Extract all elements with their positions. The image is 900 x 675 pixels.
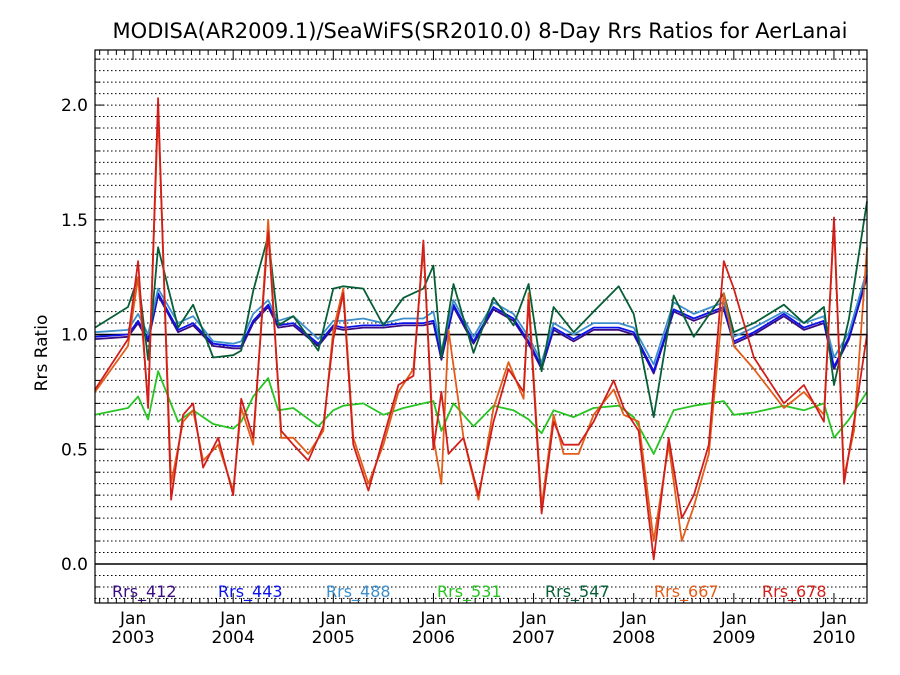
legend-item: Rrs_443 [218, 582, 283, 602]
x-tick-label-month: Jan [620, 609, 647, 629]
x-tick-label-year: 2005 [312, 628, 355, 648]
plot-border [94, 49, 868, 604]
y-ticks: 0.0 0.5 1.0 1.5 2.0 [61, 58, 867, 588]
legend-item: Rrs_667 [654, 582, 719, 602]
x-tick-label-year: 2008 [612, 628, 655, 648]
x-tick-label-month: Jan [519, 609, 546, 629]
x-tick-label-year: 2006 [412, 628, 455, 648]
y-tick-label: 1.0 [61, 326, 88, 346]
x-tick-label-month: Jan [319, 609, 346, 629]
y-tick-label: 2.0 [61, 96, 88, 116]
x-tick-label-month: Jan [419, 609, 446, 629]
legend: Rrs_412 Rrs_443 Rrs_488 Rrs_531 Rrs_547 Rrs_6… [112, 582, 827, 602]
series-line-rrs_547 [94, 201, 868, 419]
y-tick-label: 1.5 [61, 211, 88, 231]
x-tick-label-month: Jan [820, 609, 847, 629]
series-line-rrs_678 [94, 97, 868, 561]
grid [95, 58, 867, 599]
x-tick-label-year: 2009 [712, 628, 755, 648]
y-tick-label: 0.0 [61, 555, 88, 575]
legend-item: Rrs_412 [112, 582, 177, 602]
plot-frame [94, 49, 868, 604]
y-axis-label: Rrs Ratio [32, 315, 52, 392]
x-tick-label-month: Jan [720, 609, 747, 629]
x-tick-label-year: 2004 [212, 628, 255, 648]
legend-item: Rrs_531 [437, 582, 502, 602]
series-line-rrs_531 [94, 370, 868, 455]
chart-title: MODISA(AR2009.1)/SeaWiFS(SR2010.0) 8-Day… [113, 19, 848, 43]
x-tick-label-month: Jan [119, 609, 146, 629]
x-ticks: Jan2003Jan2004Jan2005Jan2006Jan2007Jan20… [99, 50, 860, 648]
legend-item: Rrs_488 [326, 582, 391, 602]
x-tick-label-year: 2010 [812, 628, 855, 648]
y-tick-label: 0.5 [61, 440, 88, 460]
legend-item: Rrs_547 [545, 582, 610, 602]
x-tick-label-month: Jan [219, 609, 246, 629]
x-tick-label-year: 2003 [111, 628, 154, 648]
series-lines [94, 97, 868, 561]
legend-item: Rrs_678 [762, 582, 827, 602]
x-tick-label-year: 2007 [512, 628, 555, 648]
